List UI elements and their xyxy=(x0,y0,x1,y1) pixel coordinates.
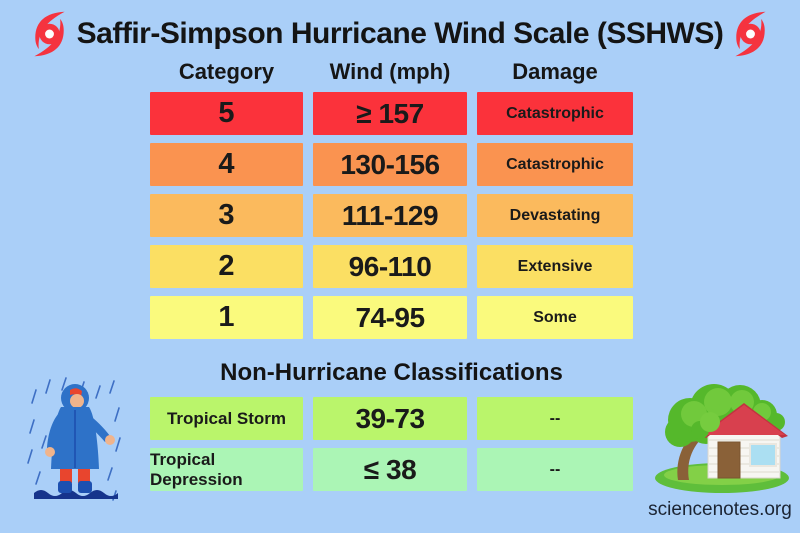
non-hurricane-heading: Non-Hurricane Classifications xyxy=(220,359,563,386)
wind-cell: 74-95 xyxy=(313,296,467,339)
house-with-tree-illustration xyxy=(655,384,789,493)
site-credit: sciencenotes.org xyxy=(648,499,792,520)
classification-cell: Tropical Storm xyxy=(150,397,303,440)
category-cell: 4 xyxy=(150,143,303,186)
damage-cell: Catastrophic xyxy=(477,92,633,135)
hurricane-icon-left xyxy=(34,11,65,57)
hurricane-icon-right xyxy=(735,11,766,57)
wind-cell: 130-156 xyxy=(313,143,467,186)
category-cell: 2 xyxy=(150,245,303,288)
table-row-category-2: 2 96-110 Extensive xyxy=(150,245,633,288)
damage-cell: Devastating xyxy=(477,194,633,237)
classification-cell: Tropical Depression xyxy=(150,448,303,491)
table-row-category-3: 3 111-129 Devastating xyxy=(150,194,633,237)
column-header-category: Category xyxy=(178,59,275,84)
wind-cell: ≤ 38 xyxy=(313,448,467,491)
damage-cell: -- xyxy=(477,448,633,491)
non-hurricane-table: Tropical Storm 39-73 -- Tropical Depress… xyxy=(150,397,633,499)
wind-cell: 96-110 xyxy=(313,245,467,288)
person-in-rain-illustration xyxy=(27,377,121,501)
page-title: Saffir-Simpson Hurricane Wind Scale (SSH… xyxy=(76,17,724,50)
damage-cell: Extensive xyxy=(477,245,633,288)
category-cell: 5 xyxy=(150,92,303,135)
column-header-wind: Wind (mph) xyxy=(329,59,451,84)
wind-cell: ≥ 157 xyxy=(313,92,467,135)
title-bar: Saffir-Simpson Hurricane Wind Scale (SSH… xyxy=(0,10,800,58)
table-row-tropical-depression: Tropical Depression ≤ 38 -- xyxy=(150,448,633,491)
table-row-category-5: 5 ≥ 157 Catastrophic xyxy=(150,92,633,135)
damage-cell: -- xyxy=(477,397,633,440)
table-row-category-1: 1 74-95 Some xyxy=(150,296,633,339)
category-cell: 1 xyxy=(150,296,303,339)
hurricane-scale-table: 5 ≥ 157 Catastrophic 4 130-156 Catastrop… xyxy=(150,92,633,347)
column-header-damage: Damage xyxy=(512,59,598,84)
damage-cell: Catastrophic xyxy=(477,143,633,186)
category-cell: 3 xyxy=(150,194,303,237)
wind-cell: 39-73 xyxy=(313,397,467,440)
wind-cell: 111-129 xyxy=(313,194,467,237)
damage-cell: Some xyxy=(477,296,633,339)
table-row-tropical-storm: Tropical Storm 39-73 -- xyxy=(150,397,633,440)
table-row-category-4: 4 130-156 Catastrophic xyxy=(150,143,633,186)
column-headers: Category Wind (mph) Damage xyxy=(150,59,633,85)
